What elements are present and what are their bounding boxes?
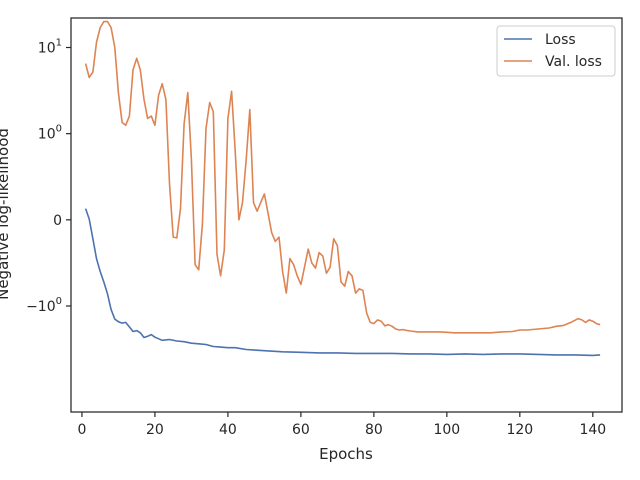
x-tick-label: 80 [365, 422, 383, 438]
x-tick-label: 140 [579, 422, 606, 438]
x-axis: 0 20 40 60 80 100 120 140 [77, 412, 606, 438]
loss-series-line [84, 208, 601, 357]
legend-entry: Loss [545, 32, 576, 48]
axes-frame [70, 17, 623, 413]
x-tick-label: 20 [146, 422, 164, 438]
x-tick-label: 0 [77, 422, 86, 438]
y-tick-label: 101 [38, 38, 62, 57]
x-tick-label: 120 [506, 422, 533, 438]
y-tick-label: 0 [53, 213, 62, 229]
y-tick-label: −100 [26, 296, 62, 315]
plot-area [84, 20, 601, 357]
legend: Loss Val. loss [496, 25, 616, 77]
val-loss-series-line [84, 20, 601, 334]
x-tick-label: 40 [219, 422, 237, 438]
y-axis: −100 0 100 101 [26, 38, 71, 315]
x-tick-label: 60 [292, 422, 310, 438]
y-tick-label: 100 [38, 124, 62, 143]
legend-entry: Val. loss [545, 54, 602, 70]
x-tick-label: 100 [433, 422, 460, 438]
x-axis-label: Epochs [319, 445, 373, 463]
y-axis-label: Negative log-likelihood [0, 128, 12, 300]
